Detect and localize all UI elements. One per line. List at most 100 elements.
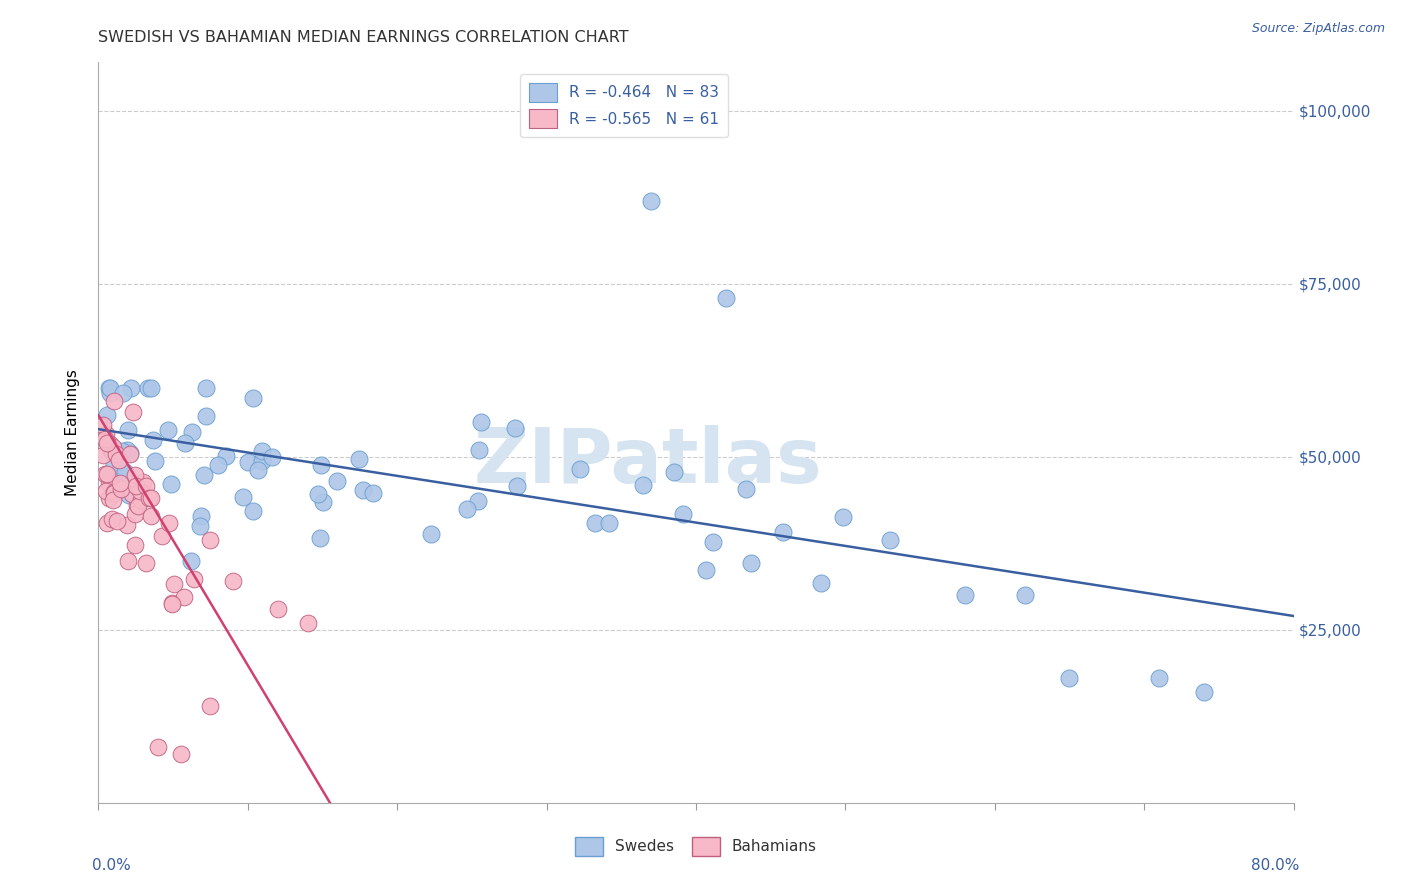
Point: [101, 511, 124, 525]
Point: [250, 443, 273, 458]
Point: [193, 468, 215, 483]
Point: [100, 437, 122, 451]
Point: [117, 554, 139, 568]
Point: [110, 482, 132, 496]
Point: [1192, 685, 1215, 699]
Point: [456, 502, 478, 516]
Point: [246, 463, 269, 477]
Point: [97, 381, 120, 395]
Point: [267, 602, 290, 616]
Point: [312, 494, 335, 508]
Point: [117, 423, 139, 437]
Text: SWEDISH VS BAHAMIAN MEDIAN EARNINGS CORRELATION CHART: SWEDISH VS BAHAMIAN MEDIAN EARNINGS CORR…: [98, 29, 628, 45]
Point: [190, 509, 212, 524]
Point: [105, 514, 128, 528]
Point: [215, 449, 238, 463]
Point: [236, 455, 259, 469]
Point: [633, 478, 655, 492]
Text: ZIPatlas: ZIPatlas: [474, 425, 823, 500]
Point: [94, 484, 117, 499]
Y-axis label: Median Earnings: Median Earnings: [65, 369, 80, 496]
Point: [503, 421, 526, 435]
Point: [419, 527, 441, 541]
Point: [260, 450, 283, 464]
Point: [120, 381, 142, 395]
Point: [111, 444, 134, 458]
Point: [183, 572, 205, 586]
Point: [98, 385, 121, 400]
Point: [810, 576, 832, 591]
Point: [132, 475, 155, 490]
Point: [349, 451, 371, 466]
Point: [124, 468, 146, 483]
Point: [94, 467, 117, 481]
Point: [309, 458, 332, 472]
Point: [103, 458, 125, 472]
Point: [148, 740, 170, 755]
Point: [136, 381, 159, 395]
Point: [114, 465, 136, 479]
Point: [129, 493, 152, 508]
Point: [695, 563, 717, 577]
Point: [91, 448, 114, 462]
Point: [142, 434, 165, 448]
Point: [740, 556, 762, 570]
Point: [91, 417, 114, 432]
Point: [598, 516, 620, 531]
Point: [307, 487, 329, 501]
Point: [103, 486, 125, 500]
Point: [125, 498, 148, 512]
Point: [97, 491, 120, 505]
Point: [831, 509, 853, 524]
Point: [662, 465, 685, 479]
Point: [163, 577, 186, 591]
Point: [127, 500, 149, 514]
Point: [953, 588, 976, 602]
Point: [120, 446, 142, 460]
Point: [352, 483, 374, 497]
Point: [96, 408, 118, 422]
Point: [115, 442, 138, 457]
Point: [326, 474, 349, 488]
Point: [103, 492, 125, 507]
Point: [640, 194, 662, 208]
Point: [139, 509, 162, 524]
Point: [98, 475, 121, 490]
Point: [702, 534, 724, 549]
Point: [195, 409, 218, 423]
Point: [160, 597, 183, 611]
Point: [128, 484, 150, 499]
Point: [250, 454, 273, 468]
Point: [125, 479, 148, 493]
Point: [468, 442, 491, 457]
Point: [1147, 671, 1170, 685]
Point: [242, 392, 264, 406]
Point: [96, 516, 118, 530]
Point: [200, 533, 222, 547]
Point: [772, 524, 794, 539]
Point: [135, 479, 157, 493]
Point: [467, 494, 489, 508]
Point: [188, 518, 211, 533]
Point: [195, 381, 218, 395]
Point: [174, 435, 197, 450]
Point: [200, 698, 222, 713]
Text: 80.0%: 80.0%: [1251, 858, 1299, 873]
Point: [138, 491, 160, 505]
Point: [108, 476, 131, 491]
Point: [156, 423, 179, 437]
Point: [115, 518, 138, 533]
Point: [101, 444, 124, 458]
Point: [122, 405, 145, 419]
Point: [1014, 588, 1036, 602]
Legend: Swedes, Bahamians: Swedes, Bahamians: [569, 831, 823, 862]
Point: [100, 470, 122, 484]
Point: [157, 516, 180, 531]
Point: [160, 477, 183, 491]
Point: [169, 747, 191, 762]
Point: [361, 486, 384, 500]
Point: [672, 507, 695, 521]
Point: [160, 596, 183, 610]
Point: [139, 491, 162, 506]
Point: [714, 291, 737, 305]
